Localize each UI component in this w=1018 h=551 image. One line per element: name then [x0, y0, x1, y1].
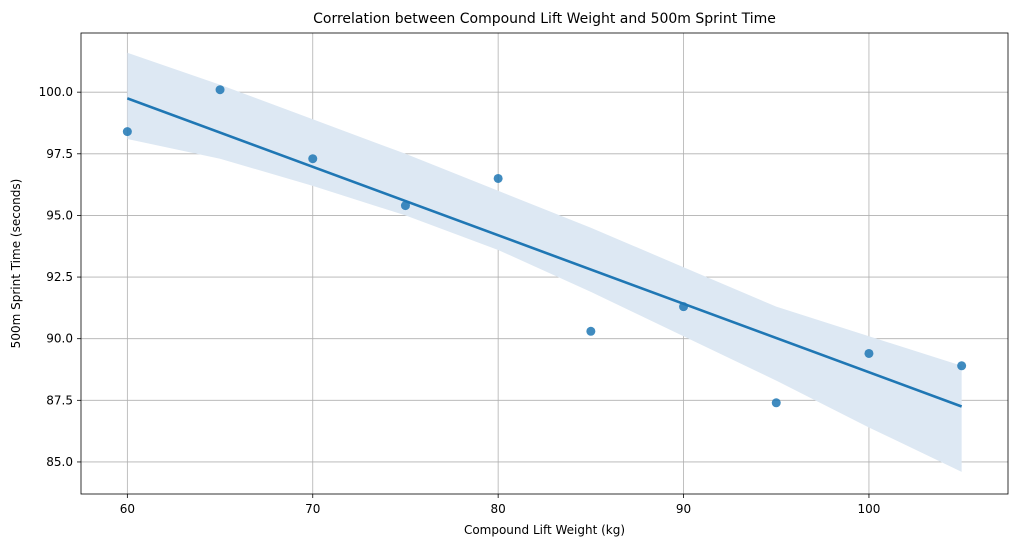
data-point	[586, 326, 596, 336]
x-tick-label: 90	[676, 502, 691, 516]
data-point	[122, 127, 132, 137]
x-tick-label: 60	[120, 502, 135, 516]
x-tick-label: 100	[857, 502, 880, 516]
data-point	[215, 85, 225, 95]
y-tick-label: 90.0	[46, 332, 73, 346]
y-tick-label: 97.5	[46, 147, 73, 161]
regression-line-layer	[126, 97, 963, 408]
x-axis-ticks: 60 70 80 90 100	[120, 494, 880, 516]
x-tick-label: 80	[491, 502, 506, 516]
data-point	[771, 398, 781, 408]
data-point	[493, 173, 503, 183]
regression-line	[126, 97, 963, 408]
y-tick-label: 92.5	[46, 270, 73, 284]
data-point	[679, 302, 689, 312]
data-point	[864, 348, 874, 358]
y-tick-label: 87.5	[46, 393, 73, 407]
y-tick-label: 85.0	[46, 455, 73, 469]
y-tick-label: 100.0	[39, 85, 73, 99]
data-point	[400, 201, 410, 211]
plot-area-frame	[80, 32, 1009, 495]
data-point	[308, 154, 318, 164]
x-axis-title: Compound Lift Weight (kg)	[464, 523, 625, 537]
confidence-band	[127, 52, 962, 472]
y-tick-label: 95.0	[46, 208, 73, 222]
x-tick-label: 70	[305, 502, 320, 516]
y-axis-ticks: 85.0 87.5 90.0 92.5 95.0 97.5 100.0	[39, 85, 81, 469]
data-points-layer	[122, 85, 967, 408]
data-point	[957, 361, 967, 371]
confidence-band-layer	[127, 52, 962, 472]
y-axis-title: 500m Sprint Time (seconds)	[9, 179, 23, 349]
chart-title: Correlation between Compound Lift Weight…	[313, 11, 776, 27]
